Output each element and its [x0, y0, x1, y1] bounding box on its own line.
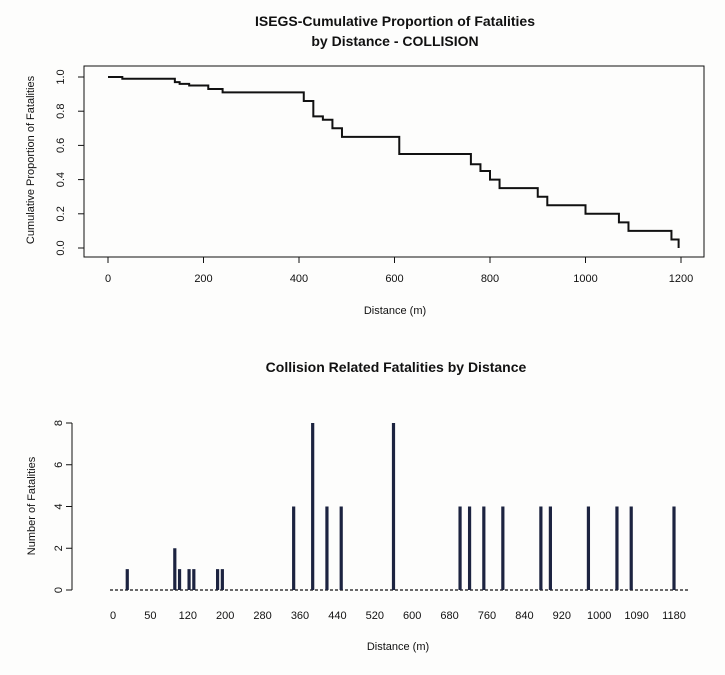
chart2-bar: [192, 569, 196, 590]
chart1-y-axis: 0.0 0.2 0.4 0.6 0.8 1.0: [55, 69, 85, 256]
chart1-x-tick-label: 400: [290, 273, 308, 285]
chart2-bar: [173, 548, 177, 590]
chart2-bar: [615, 506, 619, 590]
chart2-bar: [391, 423, 396, 590]
chart2-bar: [458, 506, 462, 590]
chart2-x-tick-label: 520: [366, 610, 384, 622]
chart2-x-tick-label: 200: [216, 610, 234, 622]
chart2-bar: [501, 506, 505, 590]
chart2-bar: [292, 506, 296, 590]
chart2-bar: [177, 569, 182, 590]
chart2-y-axis: 0 2 4 6 8: [53, 420, 73, 593]
chart1-x-tick-label: 0: [105, 273, 111, 285]
chart1-y-tick-label: 0.4: [55, 172, 67, 187]
chart2-bar: [539, 506, 543, 590]
chart1-y-tick-label: 0.6: [55, 138, 67, 153]
chart2-x-tick-label: 440: [328, 610, 346, 622]
chart2-bar: [339, 506, 343, 590]
chart2-y-tick-label: 6: [53, 462, 65, 468]
chart2-x-tick-label: 600: [403, 610, 421, 622]
chart2-x-tick-label: 50: [144, 610, 156, 622]
chart2-x-tick-label: 680: [440, 610, 458, 622]
chart2-bar: [548, 506, 552, 590]
chart2-x-axis: 0 50 120 200 280 360 440 520 600 680 760 840 920 1000…: [110, 610, 686, 622]
chart2-bar: [325, 506, 329, 590]
chart2-y-tick-label: 2: [53, 545, 65, 551]
chart2-bar: [125, 569, 129, 590]
chart1-plot-frame: [83, 65, 705, 258]
chart1-x-tick-label: 200: [194, 273, 212, 285]
chart2-y-tick-label: 8: [53, 420, 65, 426]
chart2-x-tick-label: 120: [179, 610, 197, 622]
cumulative-proportion-chart: ISEGS-Cumulative Proportion of Fatalitie…: [25, 13, 705, 317]
chart1-title: ISEGS-Cumulative Proportion of Fatalitie…: [255, 13, 535, 29]
chart1-x-tick-label: 1000: [573, 273, 597, 285]
chart2-x-tick-label: 920: [553, 610, 571, 622]
chart2-x-tick-label: 280: [253, 610, 271, 622]
chart1-y-tick-label: 0.8: [55, 104, 67, 119]
chart2-x-tick-label: 1000: [587, 610, 611, 622]
chart2-bar: [586, 506, 591, 590]
chart2-y-axis-label: Number of Fatalities: [26, 456, 38, 555]
chart2-bar: [672, 506, 676, 590]
chart2-x-tick-label: 1180: [662, 610, 686, 622]
chart2-x-tick-label: 0: [110, 610, 116, 622]
chart1-x-axis-label: Distance (m): [364, 305, 426, 317]
chart2-title: Collision Related Fatalities by Distance: [266, 359, 527, 375]
chart1-x-tick-label: 1200: [669, 273, 693, 285]
chart1-x-axis: 0 200 400 600 800 1000 1200: [105, 256, 693, 285]
chart2-bar: [311, 423, 315, 590]
chart1-subtitle: by Distance - COLLISION: [311, 33, 478, 49]
chart2-bars: [125, 423, 676, 590]
chart2-y-tick-label: 0: [53, 587, 65, 593]
chart1-y-axis-label: Cumulative Proportion of Fatalities: [25, 75, 37, 244]
chart2-bar: [215, 569, 220, 590]
chart1-y-tick-label: 0.0: [55, 240, 67, 255]
chart2-x-tick-label: 840: [515, 610, 533, 622]
chart2-x-tick-label: 760: [478, 610, 496, 622]
fatalities-bar-chart: Collision Related Fatalities by Distance…: [26, 359, 688, 653]
chart2-bar: [482, 506, 486, 590]
chart2-bar: [467, 506, 472, 590]
chart1-cumulative-line: [108, 76, 680, 248]
chart2-bar: [187, 569, 191, 590]
chart2-y-tick-label: 4: [53, 503, 65, 509]
chart1-x-tick-label: 800: [481, 273, 499, 285]
chart1-x-tick-label: 600: [385, 273, 403, 285]
chart2-x-tick-label: 360: [291, 610, 309, 622]
chart2-bar: [220, 569, 224, 590]
chart2-bar: [629, 506, 633, 590]
chart1-y-tick-label: 0.2: [55, 206, 67, 221]
chart2-x-tick-label: 1090: [624, 610, 648, 622]
chart1-y-tick-label: 1.0: [55, 69, 67, 84]
chart2-x-axis-label: Distance (m): [367, 641, 429, 653]
